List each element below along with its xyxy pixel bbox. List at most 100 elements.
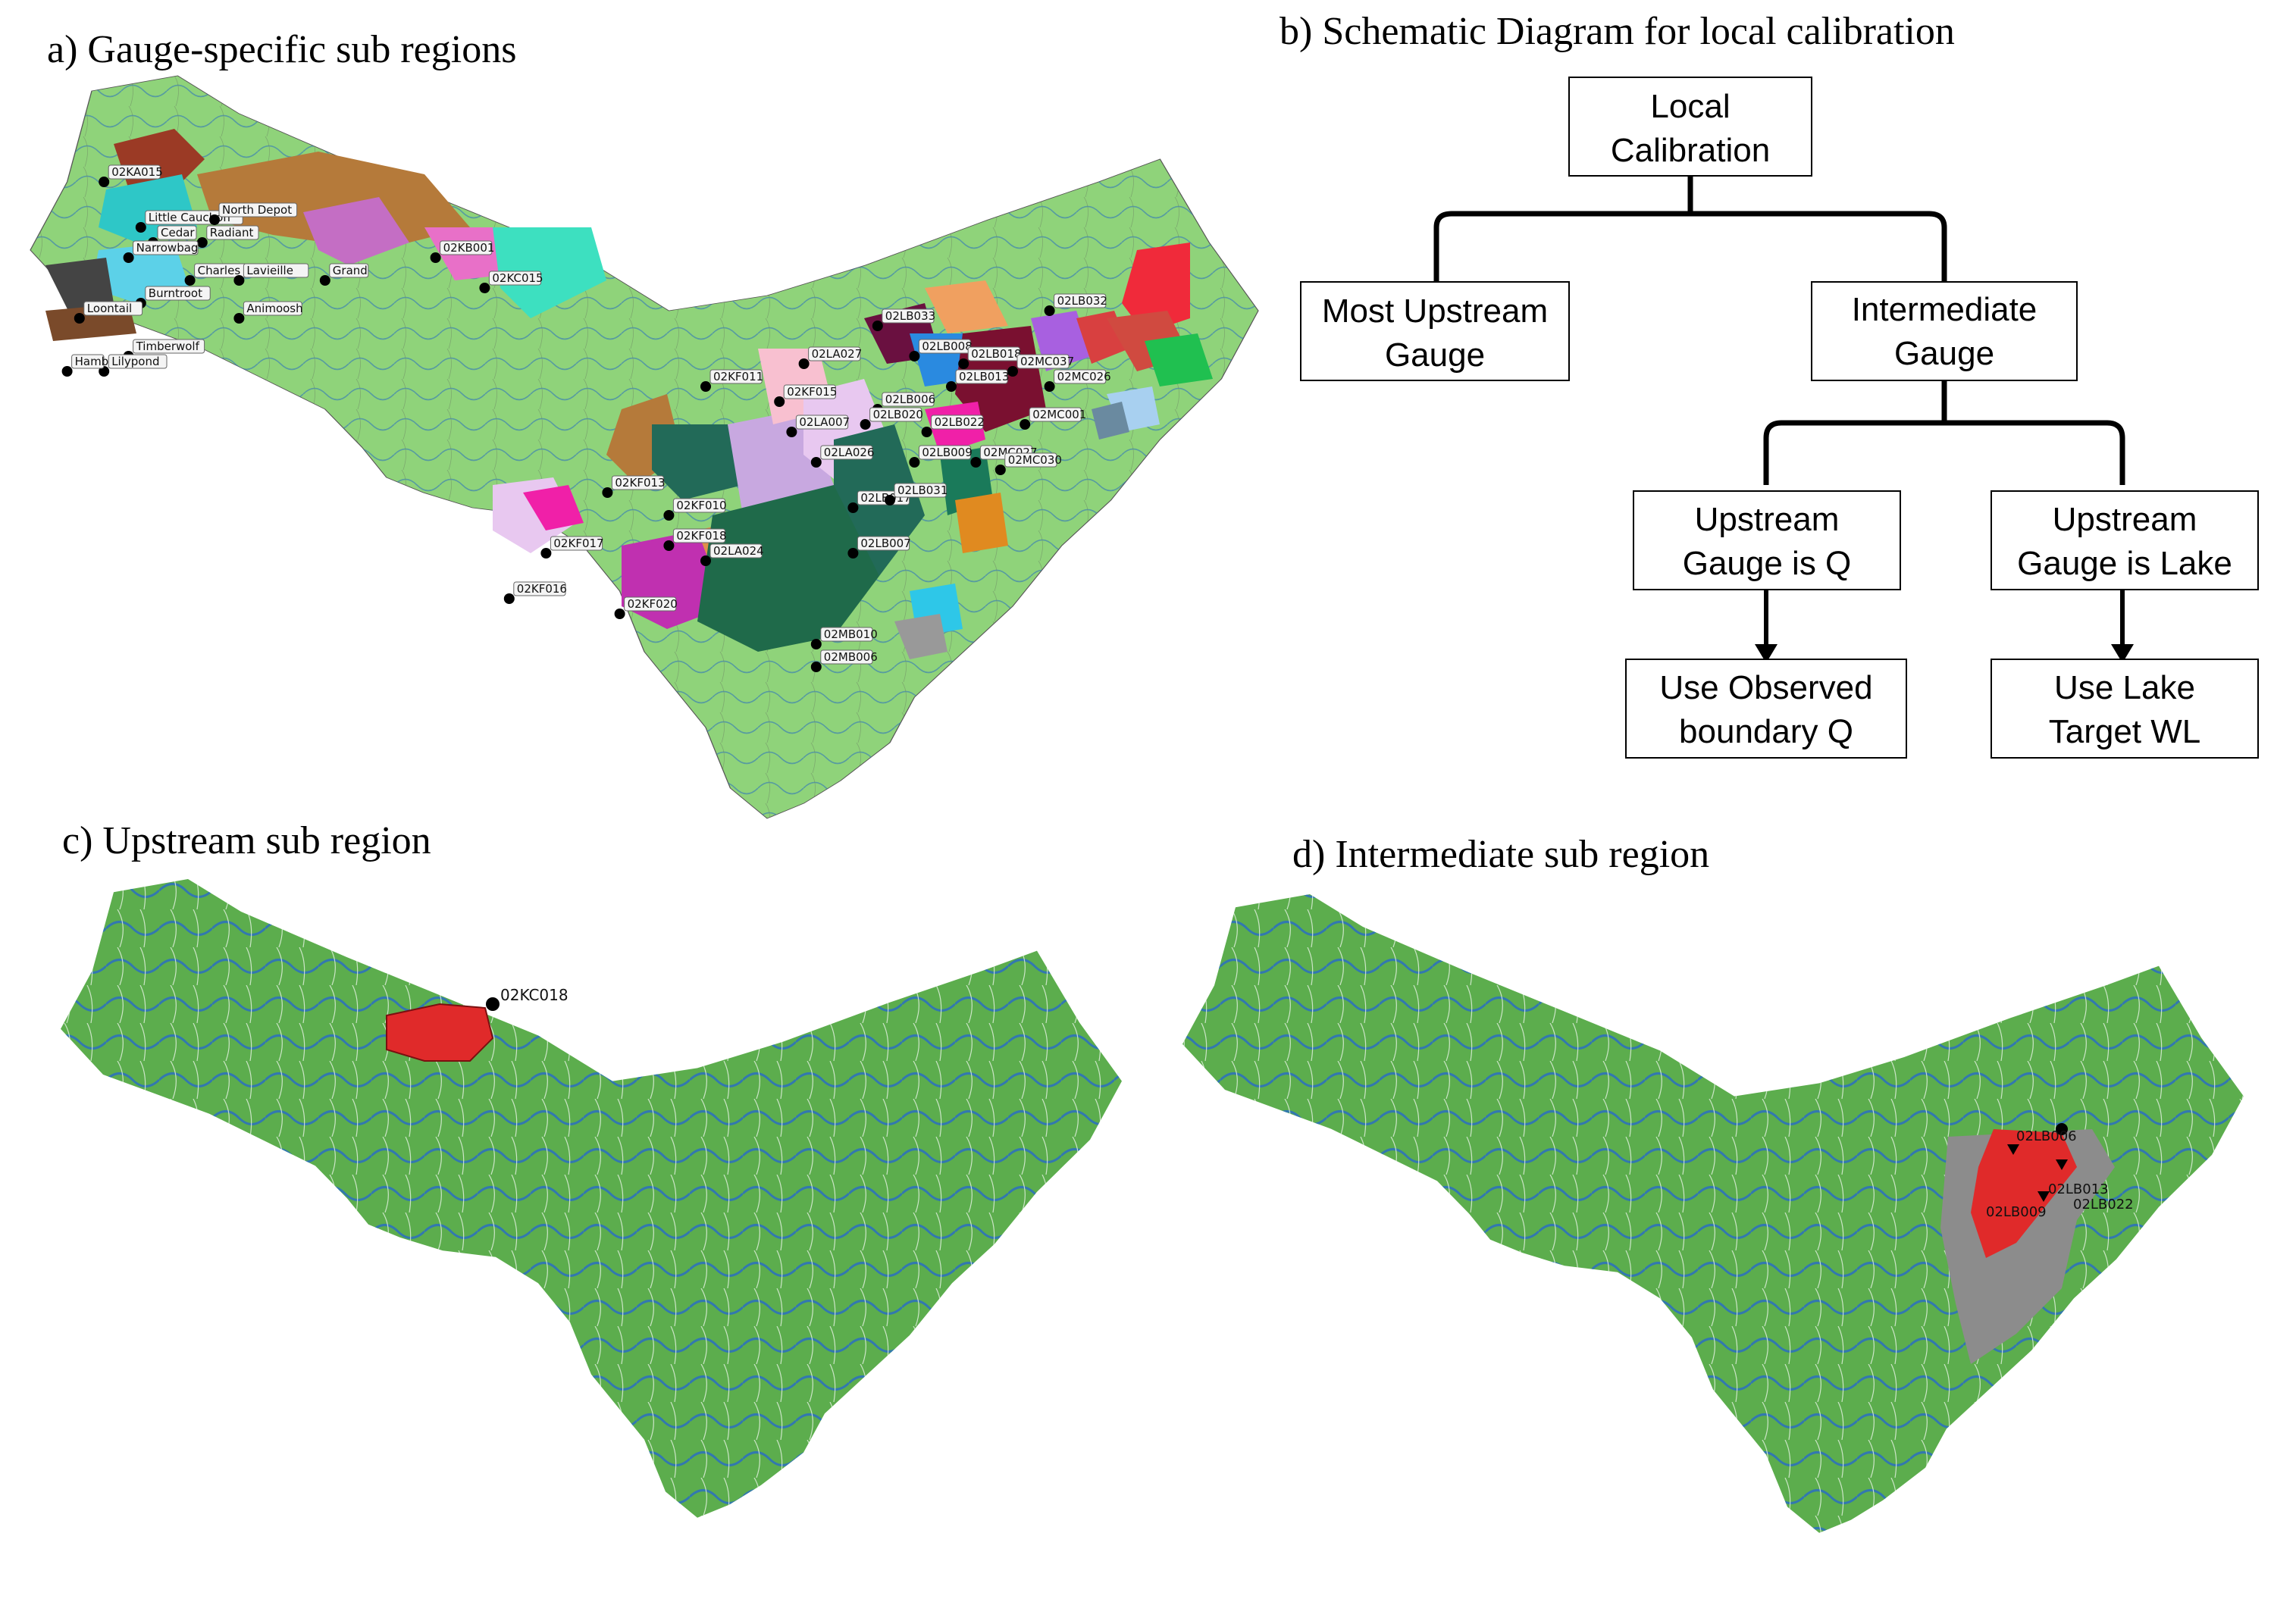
- gauge-label-a-46: 02MB010: [824, 627, 878, 641]
- gauge-marker-d-3: [2056, 1159, 2068, 1170]
- gauge-label-box-a-36: [918, 445, 972, 460]
- panel-c-map: 02KC018: [61, 879, 1122, 1518]
- box-lake-wl: [1991, 659, 2259, 759]
- text-most-upstream: Most Upstream Gauge: [1322, 293, 1548, 374]
- gauge-marker-a-25: [798, 358, 810, 369]
- gauge-marker-a-41: [1007, 366, 1018, 377]
- gauge-label-a-18: 02KF013: [615, 476, 665, 490]
- gauge-label-a-15: 02KB001: [443, 241, 495, 255]
- gauge-label-a-5: Narrowbag: [136, 241, 199, 255]
- gauge-label-a-14: Hamb: [75, 355, 109, 368]
- gauge-label-box-a-23: [513, 581, 566, 596]
- arrowhead-obs: [1755, 644, 1778, 663]
- panel-d-map: 02LB006 02LB013 02LB009 02LB022: [1182, 894, 2244, 1533]
- gauge-marker-a-46: [810, 639, 822, 649]
- gauge-label-box-a-0: [108, 164, 161, 180]
- gauge-label-box-a-29: [882, 308, 935, 324]
- gauge-label-a-45: 02MC030: [1008, 453, 1062, 467]
- gauge-label-box-a-32: [955, 369, 1008, 384]
- gauge-marker-a-40: [1044, 305, 1055, 316]
- gauge-marker-a-14: [61, 366, 73, 377]
- gauge-marker-a-6: [184, 275, 196, 286]
- gauge-label-a-6: Charles: [198, 264, 241, 277]
- text-local-calibration: Local Calibration: [1611, 88, 1770, 169]
- gauge-label-a-2: North Depot: [222, 203, 292, 217]
- gauge-label-box-a-8: [145, 286, 211, 301]
- gauge-label-box-a-31: [967, 346, 1020, 361]
- gauge-label-d-3: 02LB022: [2073, 1197, 2134, 1213]
- intermediate-subregion: [1971, 1129, 2077, 1258]
- gauge-label-a-25: 02LA027: [812, 347, 863, 361]
- gauge-marker-a-39: [847, 548, 859, 559]
- connector-root: [1433, 176, 1947, 282]
- gauge-label-a-20: 02KF018: [676, 529, 726, 543]
- gauge-label-a-17: 02KF011: [713, 370, 763, 383]
- box-upstream-lake: [1991, 490, 2259, 590]
- gauge-label-box-a-43: [1029, 407, 1082, 422]
- gauge-label-a-7: Lavieille: [246, 264, 293, 277]
- gauge-marker-a-31: [958, 358, 969, 369]
- gauge-label-a-43: 02MC001: [1032, 408, 1086, 421]
- gauge-marker-a-26: [774, 396, 785, 407]
- gauge-label-a-41: 02MC037: [1020, 355, 1074, 368]
- gauge-label-c: 02KC018: [500, 986, 568, 1004]
- gauge-marker-a-22: [540, 548, 552, 559]
- gauge-label-box-a-4: [206, 225, 259, 240]
- gauge-label-box-a-40: [1054, 293, 1107, 308]
- gauge-marker-a-5: [123, 252, 134, 263]
- gauge-label-box-a-5: [133, 240, 199, 255]
- gauge-label-a-47: 02MB006: [824, 650, 878, 664]
- gauge-label-box-a-34: [869, 407, 922, 422]
- gauge-label-a-27: 02LA007: [799, 415, 850, 429]
- gauge-label-box-a-26: [783, 384, 836, 399]
- gauge-label-a-30: 02LB008: [922, 340, 972, 353]
- gauge-marker-a-20: [663, 540, 675, 551]
- gauge-label-a-11: Grand: [333, 264, 368, 277]
- gauge-label-a-31: 02LB018: [971, 347, 1021, 361]
- gauge-label-box-a-22: [550, 536, 603, 551]
- gauge-label-a-19: 02KF010: [676, 499, 726, 512]
- gauge-label-box-a-41: [1016, 354, 1070, 369]
- gauge-label-a-23: 02KF016: [517, 582, 567, 596]
- gauge-label-box-a-35: [931, 415, 984, 430]
- gauge-label-a-42: 02MC026: [1057, 370, 1111, 383]
- arrowhead-lake: [2111, 644, 2134, 663]
- gauge-label-a-16: 02KC015: [492, 271, 543, 285]
- connector-intermediate: [1763, 379, 2125, 485]
- text-upstream-lake: Upstream Gauge is Lake: [2017, 501, 2232, 582]
- panel-b-title: b) Schematic Diagram for local calibrati…: [1280, 10, 1955, 53]
- gauge-label-box-a-30: [918, 339, 972, 354]
- gauge-marker-a-37: [847, 502, 859, 513]
- gauge-label-a-33: 02LB006: [885, 393, 935, 406]
- gauge-marker-a-28: [810, 457, 822, 468]
- gauge-label-box-a-28: [820, 445, 873, 460]
- box-observed-q: [1625, 659, 1907, 759]
- panel-a-title: a) Gauge-specific sub regions: [47, 28, 517, 71]
- box-upstream-q: [1633, 490, 1901, 590]
- gauge-label-box-a-45: [1004, 452, 1057, 468]
- gauge-label-box-a-24: [624, 596, 677, 612]
- gauge-label-box-a-14: [71, 354, 105, 369]
- gauge-label-a-4: Radiant: [210, 226, 254, 239]
- gauge-label-a-26: 02KF015: [787, 385, 837, 399]
- gauge-label-box-a-17: [709, 369, 763, 384]
- gauge-label-box-a-38: [894, 483, 947, 498]
- panel-c-title: c) Upstream sub region: [62, 819, 431, 862]
- gauge-marker-a-2: [209, 214, 220, 225]
- gauge-label-a-32: 02LB013: [959, 370, 1009, 383]
- gauge-label-box-a-42: [1054, 369, 1107, 384]
- gauge-marker-a-10: [233, 313, 245, 324]
- gauge-label-a-38: 02LB031: [897, 483, 948, 497]
- gauge-marker-a-19: [663, 510, 675, 521]
- gauge-label-a-21: 02LA024: [713, 544, 764, 558]
- gauge-marker-a-16: [479, 283, 490, 293]
- gauge-label-box-a-47: [820, 649, 873, 665]
- gauge-marker-c: [486, 997, 500, 1011]
- gauge-label-a-9: Loontail: [87, 302, 132, 315]
- gauge-marker-a-21: [700, 555, 711, 566]
- gauge-marker-a-47: [810, 662, 822, 672]
- gauge-marker-a-30: [909, 351, 920, 361]
- gauge-label-a-24: 02KF020: [628, 597, 678, 611]
